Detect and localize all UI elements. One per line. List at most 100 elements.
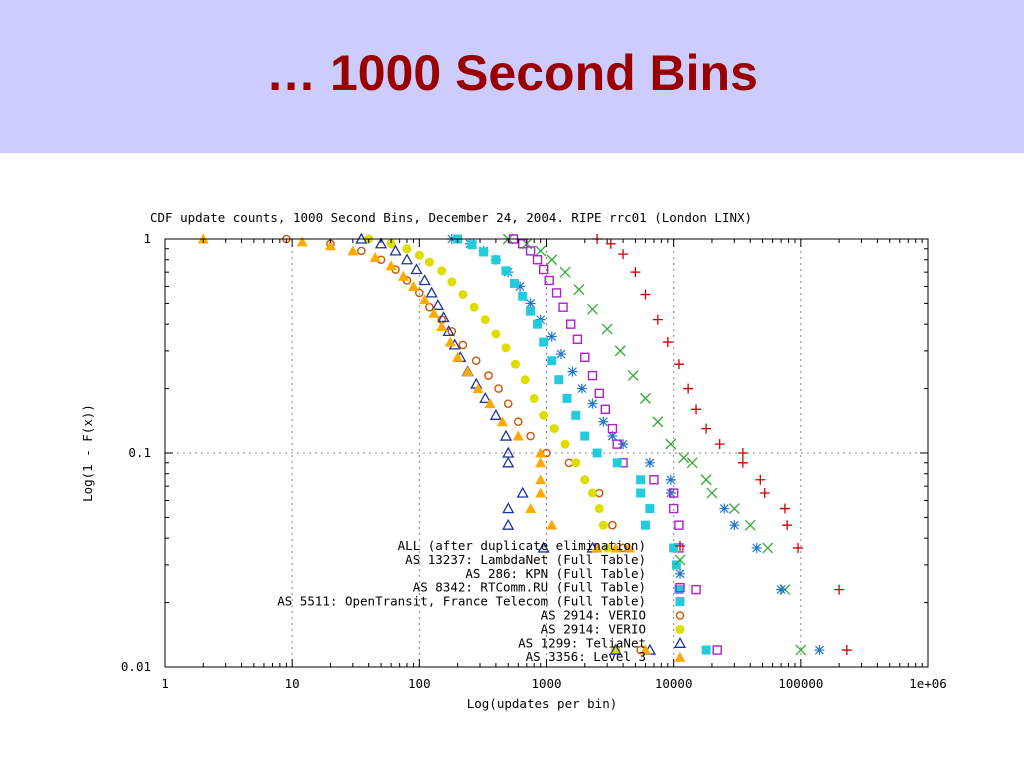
- data-point: [546, 519, 558, 530]
- x-tick-label: 1000: [531, 676, 561, 691]
- data-point: [555, 349, 566, 360]
- data-point: [436, 321, 448, 332]
- legend-label: AS 2914: VERIO: [541, 608, 646, 623]
- data-point: [424, 257, 434, 267]
- data-point: [744, 519, 756, 531]
- data-point: [602, 543, 612, 553]
- legend-marker: [675, 583, 685, 593]
- data-point: [701, 645, 711, 655]
- legend-marker: [675, 611, 685, 620]
- x-tick-label: 1e+06: [909, 676, 947, 691]
- data-point: [437, 266, 447, 276]
- data-point: [520, 375, 530, 385]
- data-point: [834, 584, 845, 595]
- data-point: [669, 543, 679, 553]
- data-point: [431, 298, 445, 310]
- data-point: [408, 280, 420, 291]
- data-point: [484, 398, 496, 409]
- data-point: [678, 452, 690, 464]
- data-point: [535, 447, 547, 458]
- data-point: [539, 410, 549, 420]
- data-point: [671, 560, 681, 570]
- data-point: [751, 542, 762, 553]
- data-point: [640, 289, 651, 300]
- data-point: [573, 284, 585, 296]
- data-point: [472, 383, 484, 394]
- data-point: [814, 645, 825, 656]
- data-point: [674, 585, 684, 595]
- data-point: [525, 246, 536, 256]
- data-point: [580, 431, 590, 441]
- data-point: [701, 423, 712, 434]
- data-point: [665, 474, 676, 485]
- x-tick-label: 100000: [778, 676, 823, 691]
- data-point: [636, 488, 646, 498]
- data-point: [469, 302, 479, 312]
- data-point: [612, 458, 622, 468]
- data-point: [594, 388, 604, 399]
- data-point: [546, 331, 557, 342]
- legend-label: AS 13237: LambdaNet (Full Table): [405, 552, 646, 567]
- data-point: [571, 458, 581, 468]
- legend-label: AS 3356: Level 3: [526, 649, 646, 664]
- legend-label: ALL (after duplicate elimination): [398, 538, 646, 553]
- data-point: [479, 247, 489, 257]
- legend-marker: [673, 636, 687, 648]
- data-point: [782, 520, 793, 531]
- data-point: [518, 239, 528, 249]
- data-point: [484, 371, 493, 380]
- data-point: [535, 245, 547, 257]
- series-group: [453, 234, 711, 655]
- data-point: [515, 281, 526, 292]
- data-point: [618, 439, 629, 450]
- data-point: [571, 410, 581, 420]
- data-point: [538, 264, 549, 275]
- data-point: [347, 245, 359, 256]
- data-point: [535, 474, 547, 485]
- data-point: [700, 474, 712, 486]
- data-point: [737, 457, 748, 468]
- data-point: [587, 370, 598, 381]
- data-point: [525, 503, 537, 514]
- data-point: [776, 584, 787, 595]
- data-point: [537, 541, 550, 553]
- y-tick-label: 0.1: [128, 445, 151, 460]
- data-point: [591, 542, 603, 553]
- data-point: [554, 375, 564, 385]
- data-point: [576, 383, 587, 394]
- data-point: [567, 366, 578, 377]
- y-tick-label: 1: [143, 231, 151, 246]
- data-point: [501, 266, 511, 276]
- data-point: [425, 286, 438, 298]
- data-point: [374, 237, 388, 249]
- data-point: [458, 290, 468, 300]
- legend-label: AS 286: KPN (Full Table): [465, 566, 646, 581]
- data-point: [691, 584, 701, 595]
- data-point: [668, 488, 679, 498]
- data-point: [645, 504, 655, 514]
- data-point: [841, 645, 852, 656]
- data-point: [649, 475, 659, 485]
- data-point: [452, 351, 464, 362]
- data-point: [544, 275, 554, 286]
- data-point: [462, 366, 474, 377]
- data-point: [614, 345, 626, 357]
- data-point: [419, 294, 431, 305]
- title-band: [0, 0, 1024, 153]
- axis-ticks: 1 10 100 1000 10000 100000 1e+06 1 0.1 0.01: [121, 231, 947, 691]
- data-point: [489, 408, 502, 420]
- data-point: [607, 431, 618, 442]
- data-point: [662, 337, 673, 348]
- legend-marker: [675, 568, 685, 579]
- legend: ALL (after duplicate elimination)AS 1323…: [277, 538, 687, 664]
- data-point: [728, 503, 740, 515]
- data-point: [587, 398, 598, 409]
- data-point: [594, 504, 604, 514]
- x-tick-label: 1: [161, 676, 169, 691]
- data-point: [587, 303, 598, 315]
- data-point: [605, 238, 616, 249]
- data-point: [296, 236, 308, 247]
- data-point: [580, 475, 590, 485]
- data-point: [636, 475, 646, 485]
- data-point: [608, 520, 617, 530]
